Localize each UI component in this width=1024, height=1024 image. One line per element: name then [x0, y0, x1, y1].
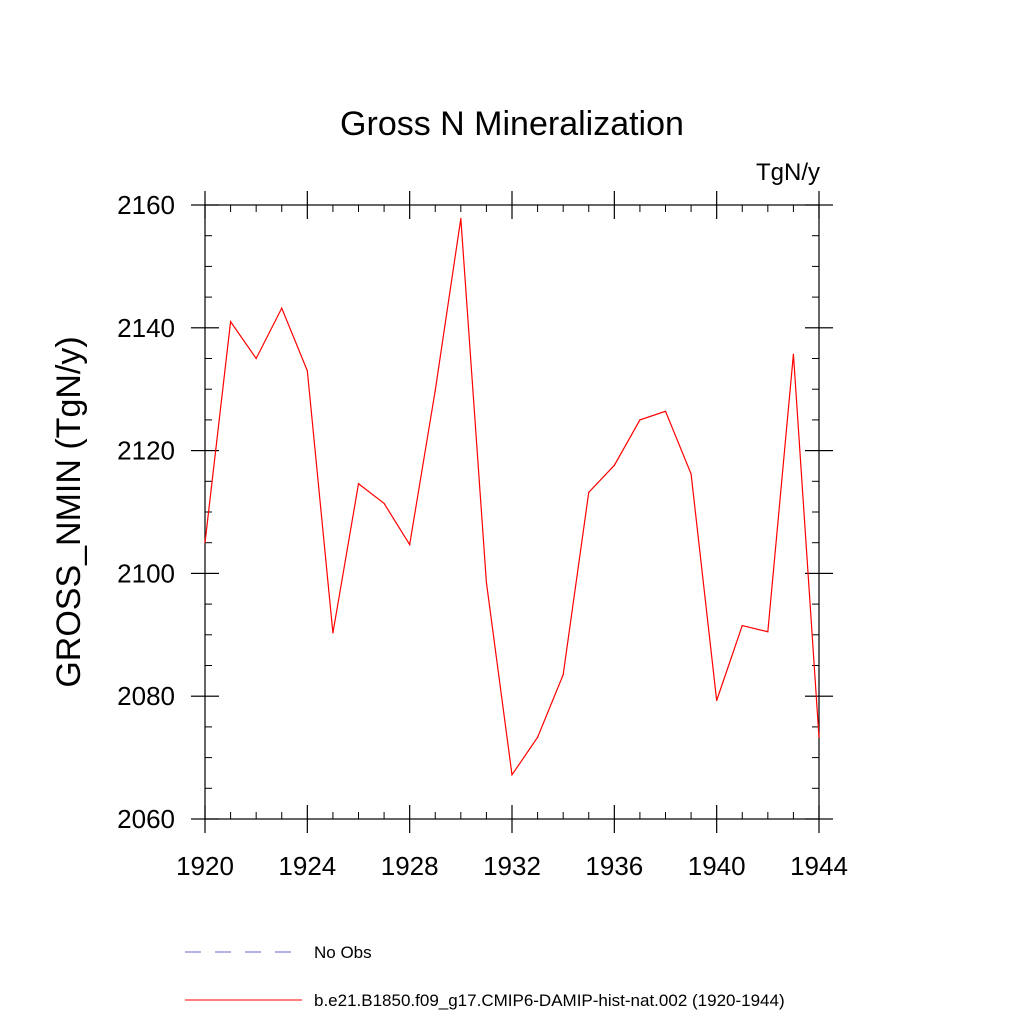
y-axis-label: GROSS_NMIN (TgN/y) — [50, 336, 88, 687]
data-point — [255, 357, 257, 360]
x-tick-label: 1932 — [483, 851, 541, 881]
x-tick-label: 1920 — [176, 851, 234, 881]
series-line — [204, 218, 820, 777]
data-point — [613, 464, 615, 466]
data-point — [588, 491, 590, 493]
data-point — [485, 582, 488, 584]
chart-title: Gross N Mineralization — [340, 105, 684, 143]
data-point — [792, 353, 795, 355]
plot-frame — [204, 204, 820, 820]
data-point — [332, 632, 334, 634]
y-tick-label: 2080 — [117, 681, 175, 711]
legend: No Obs b.e21.B1850.f09_g17.CMIP6-DAMIP-hi… — [185, 943, 785, 1010]
data-point — [281, 307, 283, 309]
data-point — [511, 774, 513, 776]
y-tick-label: 2100 — [117, 558, 175, 588]
data-point — [690, 473, 692, 475]
data-point — [306, 370, 308, 372]
data-point — [562, 674, 564, 676]
x-tick-label: 1928 — [381, 851, 439, 881]
data-point — [383, 502, 385, 505]
legend-label: No Obs — [314, 943, 372, 962]
data-point — [434, 389, 436, 392]
data-point — [664, 410, 667, 412]
data-point — [716, 699, 718, 702]
y-tick-label: 2160 — [117, 190, 175, 220]
data-point — [639, 419, 641, 421]
data-point — [767, 631, 769, 633]
legend-label: b.e21.B1850.f09_g17.CMIP6-DAMIP-hist-nat… — [314, 991, 785, 1010]
data-point — [460, 217, 462, 220]
data-point — [741, 624, 743, 627]
axis-ticks: 1920 1924 1928 1932 1936 1940 1944 2060 2080 2100… — [117, 190, 848, 881]
data-point — [536, 736, 539, 738]
y-tick-label: 2140 — [117, 313, 175, 343]
data-point — [204, 542, 206, 544]
units-label: TgN/y — [756, 159, 820, 186]
data-point — [409, 543, 411, 546]
data-point — [818, 736, 820, 738]
data-point — [229, 321, 232, 323]
x-tick-label: 1936 — [585, 851, 643, 881]
x-tick-label: 1940 — [688, 851, 746, 881]
data-point — [357, 483, 360, 485]
y-tick-label: 2120 — [117, 436, 175, 466]
x-tick-label: 1944 — [790, 851, 848, 881]
y-tick-label: 2060 — [117, 804, 175, 834]
x-tick-label: 1924 — [278, 851, 336, 881]
series-layer — [204, 217, 820, 777]
